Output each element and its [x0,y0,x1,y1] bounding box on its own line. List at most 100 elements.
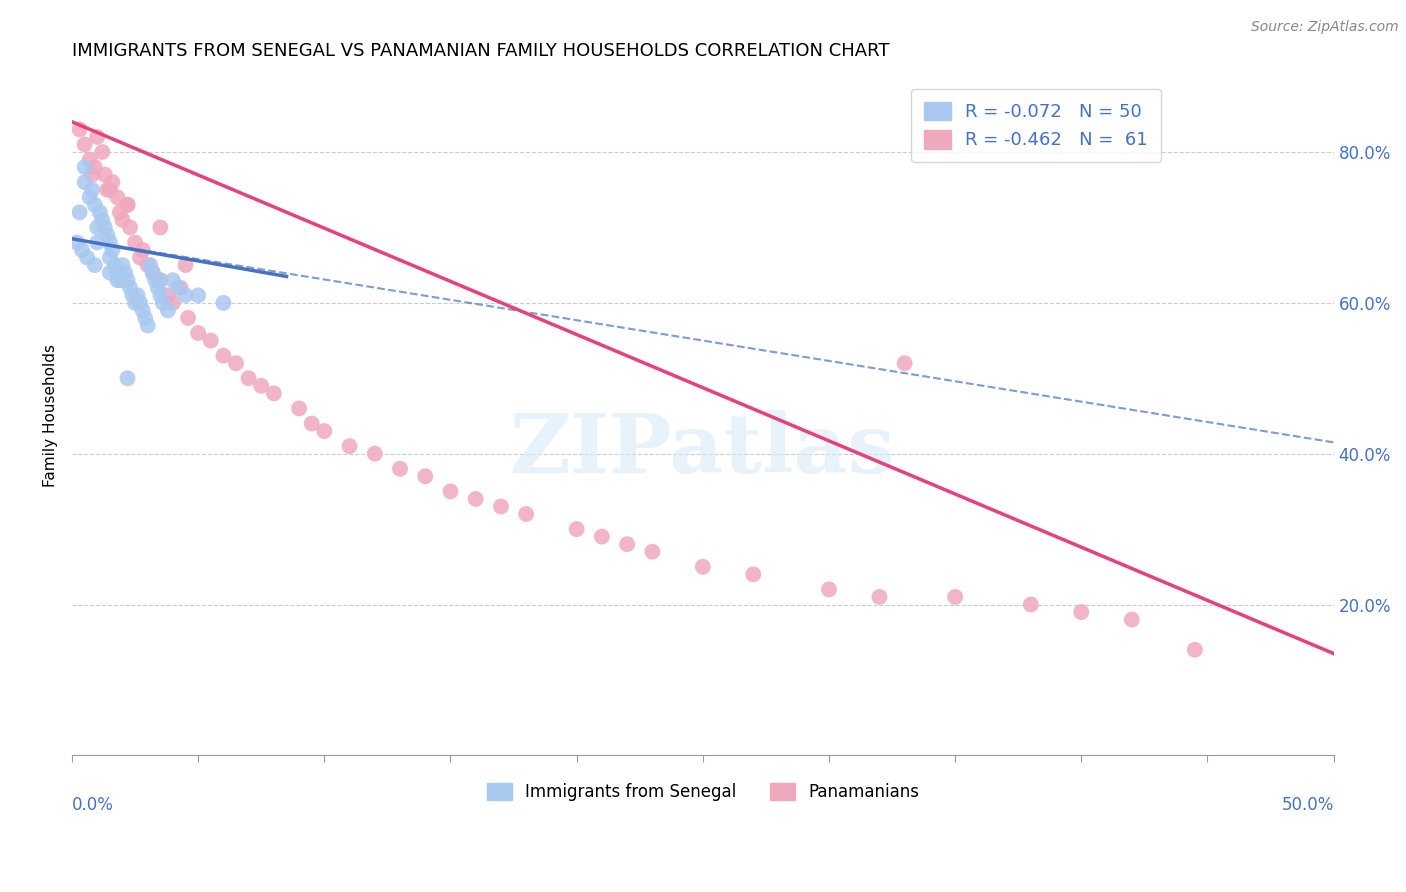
Point [91,213,114,227]
Point [114,266,136,280]
Point [225,356,247,370]
Point [212,349,235,363]
Point [818,582,841,597]
Point [1121,613,1143,627]
Point [156,288,179,302]
Point [104,258,127,272]
Point [83,198,105,212]
Point [127,288,149,302]
Point [174,258,197,272]
Point [86,235,108,250]
Point [149,220,172,235]
Point [94,220,117,235]
Point [82,183,104,197]
Point [108,273,131,287]
Point [98,183,121,197]
Point [1184,642,1206,657]
Point [76,251,98,265]
Point [96,227,118,242]
Point [94,168,117,182]
Point [117,198,139,212]
Point [124,296,146,310]
Point [118,220,141,235]
Point [149,288,172,302]
Point [98,266,121,280]
Point [413,469,436,483]
Point [131,243,153,257]
Point [101,243,124,257]
Point [641,545,664,559]
Point [238,371,260,385]
Point [73,160,96,174]
Point [86,130,108,145]
Point [1070,605,1092,619]
Point [129,296,152,310]
Point [139,258,162,272]
Point [187,288,209,302]
Point [101,175,124,189]
Point [86,220,108,235]
Point [79,153,101,167]
Point [174,288,197,302]
Point [167,281,190,295]
Point [69,122,91,136]
Point [131,303,153,318]
Point [250,379,273,393]
Point [263,386,285,401]
Point [66,235,89,250]
Point [83,258,105,272]
Point [565,522,588,536]
Point [692,559,714,574]
Point [288,401,311,416]
Point [136,318,159,333]
Point [162,273,184,287]
Point [314,424,336,438]
Point [89,205,111,219]
Y-axis label: Family Households: Family Households [44,344,58,487]
Text: Source: ZipAtlas.com: Source: ZipAtlas.com [1251,20,1399,34]
Point [117,198,139,212]
Point [79,190,101,204]
Point [943,590,966,604]
Point [364,447,387,461]
Text: IMMIGRANTS FROM SENEGAL VS PANAMANIAN FAMILY HOUSEHOLDS CORRELATION CHART: IMMIGRANTS FROM SENEGAL VS PANAMANIAN FA… [72,42,890,60]
Point [389,462,412,476]
Point [73,175,96,189]
Point [162,296,184,310]
Point [124,235,146,250]
Point [73,137,96,152]
Point [96,183,118,197]
Point [200,334,222,348]
Point [742,567,765,582]
Point [149,273,172,287]
Point [591,530,613,544]
Point [111,273,134,287]
Point [489,500,512,514]
Point [339,439,361,453]
Point [301,417,323,431]
Point [121,288,143,302]
Point [868,590,890,604]
Point [149,273,172,287]
Point [83,160,105,174]
Point [98,235,121,250]
Text: 50.0%: 50.0% [1281,796,1334,814]
Point [107,266,129,280]
Point [111,258,134,272]
Point [152,296,174,310]
Point [515,507,537,521]
Point [187,326,209,340]
Point [107,190,129,204]
Point [616,537,638,551]
Legend: R = -0.072   N = 50, R = -0.462   N =  61: R = -0.072 N = 50, R = -0.462 N = 61 [911,89,1160,162]
Point [464,491,486,506]
Text: ZIPatlas: ZIPatlas [510,410,896,490]
Point [439,484,461,499]
Point [91,145,114,159]
Point [169,281,191,295]
Point [98,251,121,265]
Point [134,310,156,325]
Point [212,296,235,310]
Text: 0.0%: 0.0% [72,796,114,814]
Point [136,258,159,272]
